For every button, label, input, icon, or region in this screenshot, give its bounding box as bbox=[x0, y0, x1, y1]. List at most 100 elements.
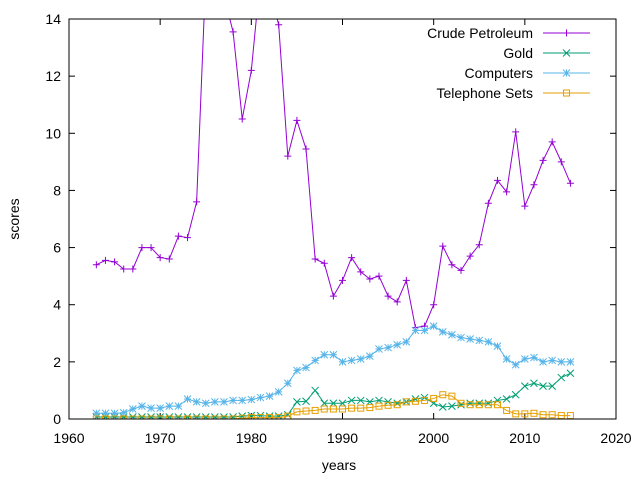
data-point bbox=[293, 398, 301, 406]
data-point bbox=[339, 405, 346, 413]
data-point bbox=[302, 363, 310, 372]
data-point bbox=[511, 360, 520, 369]
data-point bbox=[193, 415, 201, 419]
x-tick-label: 2010 bbox=[509, 430, 540, 446]
data-point bbox=[184, 415, 192, 419]
data-point bbox=[311, 255, 319, 263]
data-point bbox=[530, 353, 538, 362]
data-point bbox=[338, 358, 347, 366]
data-point bbox=[238, 414, 246, 419]
data-point bbox=[484, 199, 492, 207]
x-tick-label: 1970 bbox=[145, 430, 176, 446]
data-point bbox=[174, 402, 183, 410]
legend-label: Crude Petroleum bbox=[427, 25, 533, 41]
data-point bbox=[384, 343, 392, 352]
data-point bbox=[92, 413, 101, 419]
data-point bbox=[128, 405, 137, 413]
data-point bbox=[302, 397, 310, 406]
data-point bbox=[448, 402, 456, 410]
data-point bbox=[119, 408, 128, 417]
data-point bbox=[393, 401, 401, 409]
data-point bbox=[502, 395, 511, 403]
data-point bbox=[557, 158, 565, 166]
data-point bbox=[384, 292, 392, 300]
y-tick-label: 4 bbox=[53, 297, 61, 313]
data-point bbox=[147, 415, 155, 419]
data-point bbox=[211, 398, 219, 406]
data-point bbox=[247, 414, 255, 419]
data-point bbox=[101, 409, 110, 418]
y-tick-label: 14 bbox=[45, 11, 61, 27]
data-point bbox=[284, 412, 292, 419]
series-crude-petroleum bbox=[92, 19, 574, 332]
data-point bbox=[229, 415, 237, 419]
data-point bbox=[548, 411, 556, 419]
data-point bbox=[202, 415, 210, 419]
data-point bbox=[475, 336, 484, 345]
data-point bbox=[466, 401, 474, 409]
data-point bbox=[174, 415, 182, 419]
data-point bbox=[357, 268, 365, 276]
legend-swatch-marker bbox=[562, 49, 571, 57]
y-tick-label: 6 bbox=[53, 240, 61, 256]
data-point bbox=[375, 402, 383, 410]
data-point bbox=[165, 402, 174, 410]
data-point bbox=[438, 328, 447, 336]
legend-item: Gold bbox=[503, 45, 590, 61]
data-point bbox=[128, 413, 137, 419]
data-point bbox=[211, 413, 219, 419]
data-point bbox=[511, 390, 520, 399]
data-point bbox=[411, 326, 420, 335]
data-point bbox=[220, 413, 228, 419]
data-point bbox=[429, 399, 438, 408]
data-point bbox=[439, 391, 447, 399]
data-point bbox=[493, 342, 502, 350]
series-gold bbox=[92, 369, 575, 419]
data-point bbox=[539, 382, 547, 390]
data-point bbox=[375, 272, 383, 280]
data-point bbox=[430, 301, 438, 309]
data-point bbox=[375, 345, 383, 353]
x-tick-label: 1960 bbox=[53, 430, 84, 446]
data-point bbox=[220, 398, 228, 406]
data-point bbox=[201, 399, 210, 408]
data-point bbox=[493, 401, 501, 409]
data-point bbox=[438, 403, 447, 411]
series-line bbox=[96, 372, 571, 418]
data-point bbox=[475, 399, 484, 408]
data-point bbox=[466, 399, 474, 408]
data-point bbox=[384, 401, 392, 409]
data-point bbox=[110, 409, 119, 418]
data-point bbox=[111, 258, 119, 266]
data-point bbox=[466, 335, 474, 343]
data-point bbox=[393, 399, 402, 408]
data-point bbox=[247, 395, 256, 404]
legend-label: Gold bbox=[503, 45, 533, 61]
data-point bbox=[548, 356, 557, 365]
data-point bbox=[557, 373, 566, 382]
data-point bbox=[156, 413, 165, 419]
data-point bbox=[539, 411, 547, 419]
data-point bbox=[174, 232, 182, 240]
data-point bbox=[129, 265, 137, 273]
data-point bbox=[448, 392, 456, 400]
data-point bbox=[466, 252, 474, 260]
data-point bbox=[229, 413, 237, 419]
data-point bbox=[311, 356, 320, 365]
data-point bbox=[120, 265, 128, 273]
data-point bbox=[284, 152, 292, 160]
data-point bbox=[448, 261, 456, 269]
series-line bbox=[96, 19, 571, 329]
data-point bbox=[247, 66, 255, 74]
data-point bbox=[138, 415, 146, 419]
data-point bbox=[302, 145, 310, 153]
data-point bbox=[101, 413, 110, 419]
data-point bbox=[274, 388, 283, 396]
data-point bbox=[156, 404, 165, 412]
legend-label: Telephone Sets bbox=[436, 85, 533, 101]
data-point bbox=[484, 338, 493, 346]
data-point bbox=[266, 414, 274, 419]
data-point bbox=[357, 404, 365, 412]
y-tick-label: 2 bbox=[53, 354, 61, 370]
data-point bbox=[192, 413, 201, 419]
